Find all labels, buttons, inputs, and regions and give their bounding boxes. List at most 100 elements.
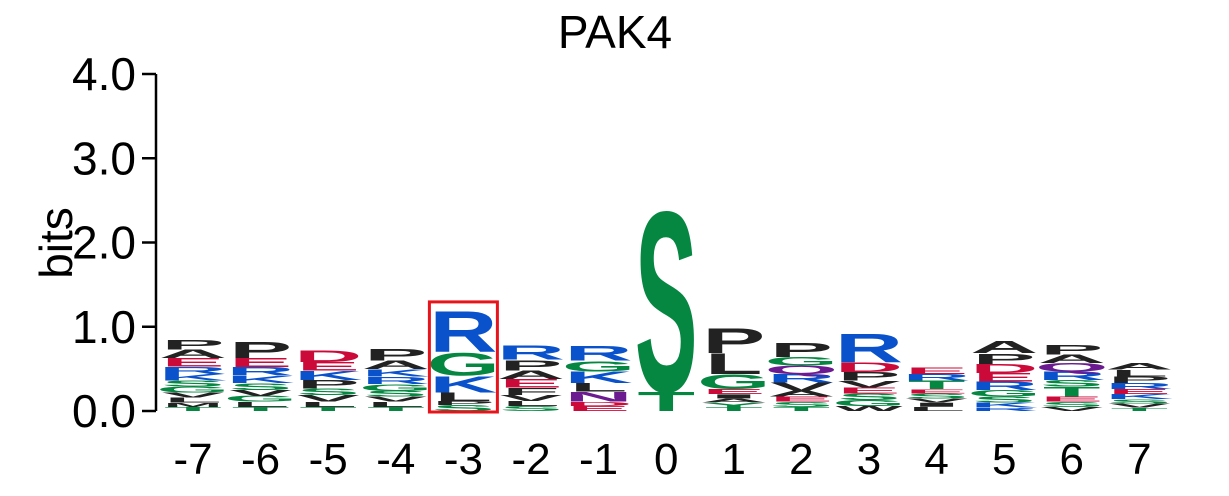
x-axis-labels: -7 -6 -5 -4 -3 -2 -1 0 1 2 3 4 5 6 7 bbox=[173, 435, 1151, 484]
y-tick-label: 1.0 bbox=[72, 301, 136, 353]
logo-letter: D bbox=[835, 360, 903, 376]
logo-letter: I bbox=[905, 402, 969, 409]
logo-letter: V bbox=[297, 393, 360, 403]
logo-letter: T bbox=[164, 406, 221, 412]
logo-letter: T bbox=[1043, 384, 1100, 400]
logo-letter: S bbox=[973, 395, 1036, 404]
logo-letter: S bbox=[838, 392, 901, 402]
logo-letter: R bbox=[970, 407, 1038, 412]
logo-letter: A bbox=[1105, 361, 1173, 371]
logo-letter: A bbox=[767, 389, 835, 398]
logo-letter: E bbox=[702, 388, 765, 396]
logo-letter: E bbox=[500, 377, 563, 390]
x-position-label: -7 bbox=[173, 435, 212, 484]
logo-letter: E bbox=[905, 366, 968, 376]
logo-letter: E bbox=[297, 360, 360, 373]
logo-letter: R bbox=[767, 372, 835, 385]
logo-letter: D bbox=[565, 401, 633, 407]
logo-letter: G bbox=[562, 358, 635, 375]
logo-letter: R bbox=[1038, 369, 1106, 382]
logo-letter: V bbox=[905, 397, 968, 403]
logo-letter: T bbox=[908, 379, 966, 392]
logo-letter: G bbox=[359, 382, 432, 392]
logo-letter: T bbox=[232, 406, 289, 412]
logo-letter: P bbox=[162, 337, 225, 353]
logo-letter: A bbox=[700, 397, 768, 403]
logo-letter: E bbox=[229, 356, 292, 370]
x-position-label: -6 bbox=[241, 435, 280, 484]
logo-letter: G bbox=[832, 399, 905, 408]
y-tick-label: 3.0 bbox=[72, 132, 136, 184]
logo-letter: N bbox=[565, 389, 633, 405]
logo-letter: W bbox=[835, 405, 903, 413]
logo-letter: G bbox=[697, 370, 770, 393]
logo-letter: K bbox=[1105, 393, 1173, 401]
logo-letter: T bbox=[705, 406, 762, 412]
logo-letter: A bbox=[497, 369, 565, 382]
logo-letter: K bbox=[429, 371, 497, 397]
logo-letter: G bbox=[224, 394, 297, 403]
logo-letter: T bbox=[637, 386, 694, 418]
logo-letter: E bbox=[1108, 388, 1171, 396]
y-tick-label: 2.0 bbox=[72, 217, 136, 269]
logo-letter: K bbox=[362, 367, 430, 379]
logo-letter: P bbox=[770, 339, 833, 361]
logo-letter: E bbox=[905, 388, 968, 394]
logo-letter: T bbox=[367, 406, 424, 412]
x-position-label: 2 bbox=[789, 435, 813, 484]
logo-letter: S bbox=[364, 389, 427, 398]
y-tick-label: 0.0 bbox=[72, 385, 136, 437]
logo-letter: A bbox=[362, 358, 430, 371]
logo-letter: G bbox=[968, 388, 1041, 398]
logo-letter: L bbox=[908, 406, 965, 412]
logo-letter: A bbox=[1038, 353, 1106, 366]
x-position-label: 5 bbox=[992, 435, 1016, 484]
logo-letter: F bbox=[502, 386, 559, 398]
x-position-label: 6 bbox=[1060, 435, 1084, 484]
logo-letter: E bbox=[973, 371, 1036, 384]
logo-letter: S bbox=[1040, 378, 1103, 388]
logo-letter: L bbox=[705, 347, 763, 380]
logo-letter: V bbox=[162, 391, 225, 399]
logo-letter: R bbox=[565, 342, 633, 365]
logo-letter: Q bbox=[1035, 361, 1108, 374]
logo-letter: T bbox=[299, 406, 356, 412]
logo-letter: P bbox=[973, 350, 1036, 367]
logo-letter: P bbox=[229, 337, 292, 363]
logo-letter: S bbox=[635, 160, 698, 447]
logo-letter: L bbox=[502, 400, 559, 408]
logo-letter: V bbox=[770, 380, 833, 393]
y-axis-ticks: 0.0 1.0 2.0 3.0 4.0 bbox=[72, 48, 156, 437]
logo-letter: L bbox=[232, 401, 289, 409]
logo-letter: D bbox=[970, 362, 1038, 376]
y-axis-label: bits bbox=[30, 207, 82, 279]
logo-letter: P bbox=[297, 378, 360, 391]
logo-letter: L bbox=[1111, 368, 1168, 378]
logo-letter: T bbox=[773, 406, 830, 412]
logo-letter: K bbox=[227, 374, 295, 386]
logo-letter: S bbox=[1108, 398, 1171, 404]
x-position-label: -5 bbox=[309, 435, 348, 484]
x-position-label: -4 bbox=[376, 435, 415, 484]
logo-letter: R bbox=[362, 375, 430, 387]
logo-letter: P bbox=[1040, 342, 1103, 358]
logo-letter: T bbox=[1111, 407, 1168, 412]
logo-letter: S bbox=[162, 379, 225, 388]
logo-letter: A bbox=[159, 347, 227, 360]
logo-letter: M bbox=[163, 401, 222, 408]
logo-letter: R bbox=[497, 342, 565, 364]
logo-letter: L bbox=[367, 401, 424, 409]
x-position-label: 3 bbox=[857, 435, 881, 484]
logo-letter: S bbox=[500, 405, 563, 413]
logo-letter: K bbox=[294, 368, 362, 382]
logo-letter: S bbox=[1040, 401, 1103, 409]
logo-letter: L bbox=[299, 401, 356, 409]
logo-letter: Q bbox=[765, 363, 838, 376]
logo-letter: K bbox=[159, 372, 227, 382]
x-position-label: 7 bbox=[1127, 435, 1151, 484]
logo-letter: P bbox=[1108, 375, 1171, 385]
logo-letter: G bbox=[427, 346, 500, 383]
logo-letter: R bbox=[903, 372, 971, 382]
logo-letter: L bbox=[570, 381, 627, 394]
logo-letter: V bbox=[500, 394, 563, 403]
